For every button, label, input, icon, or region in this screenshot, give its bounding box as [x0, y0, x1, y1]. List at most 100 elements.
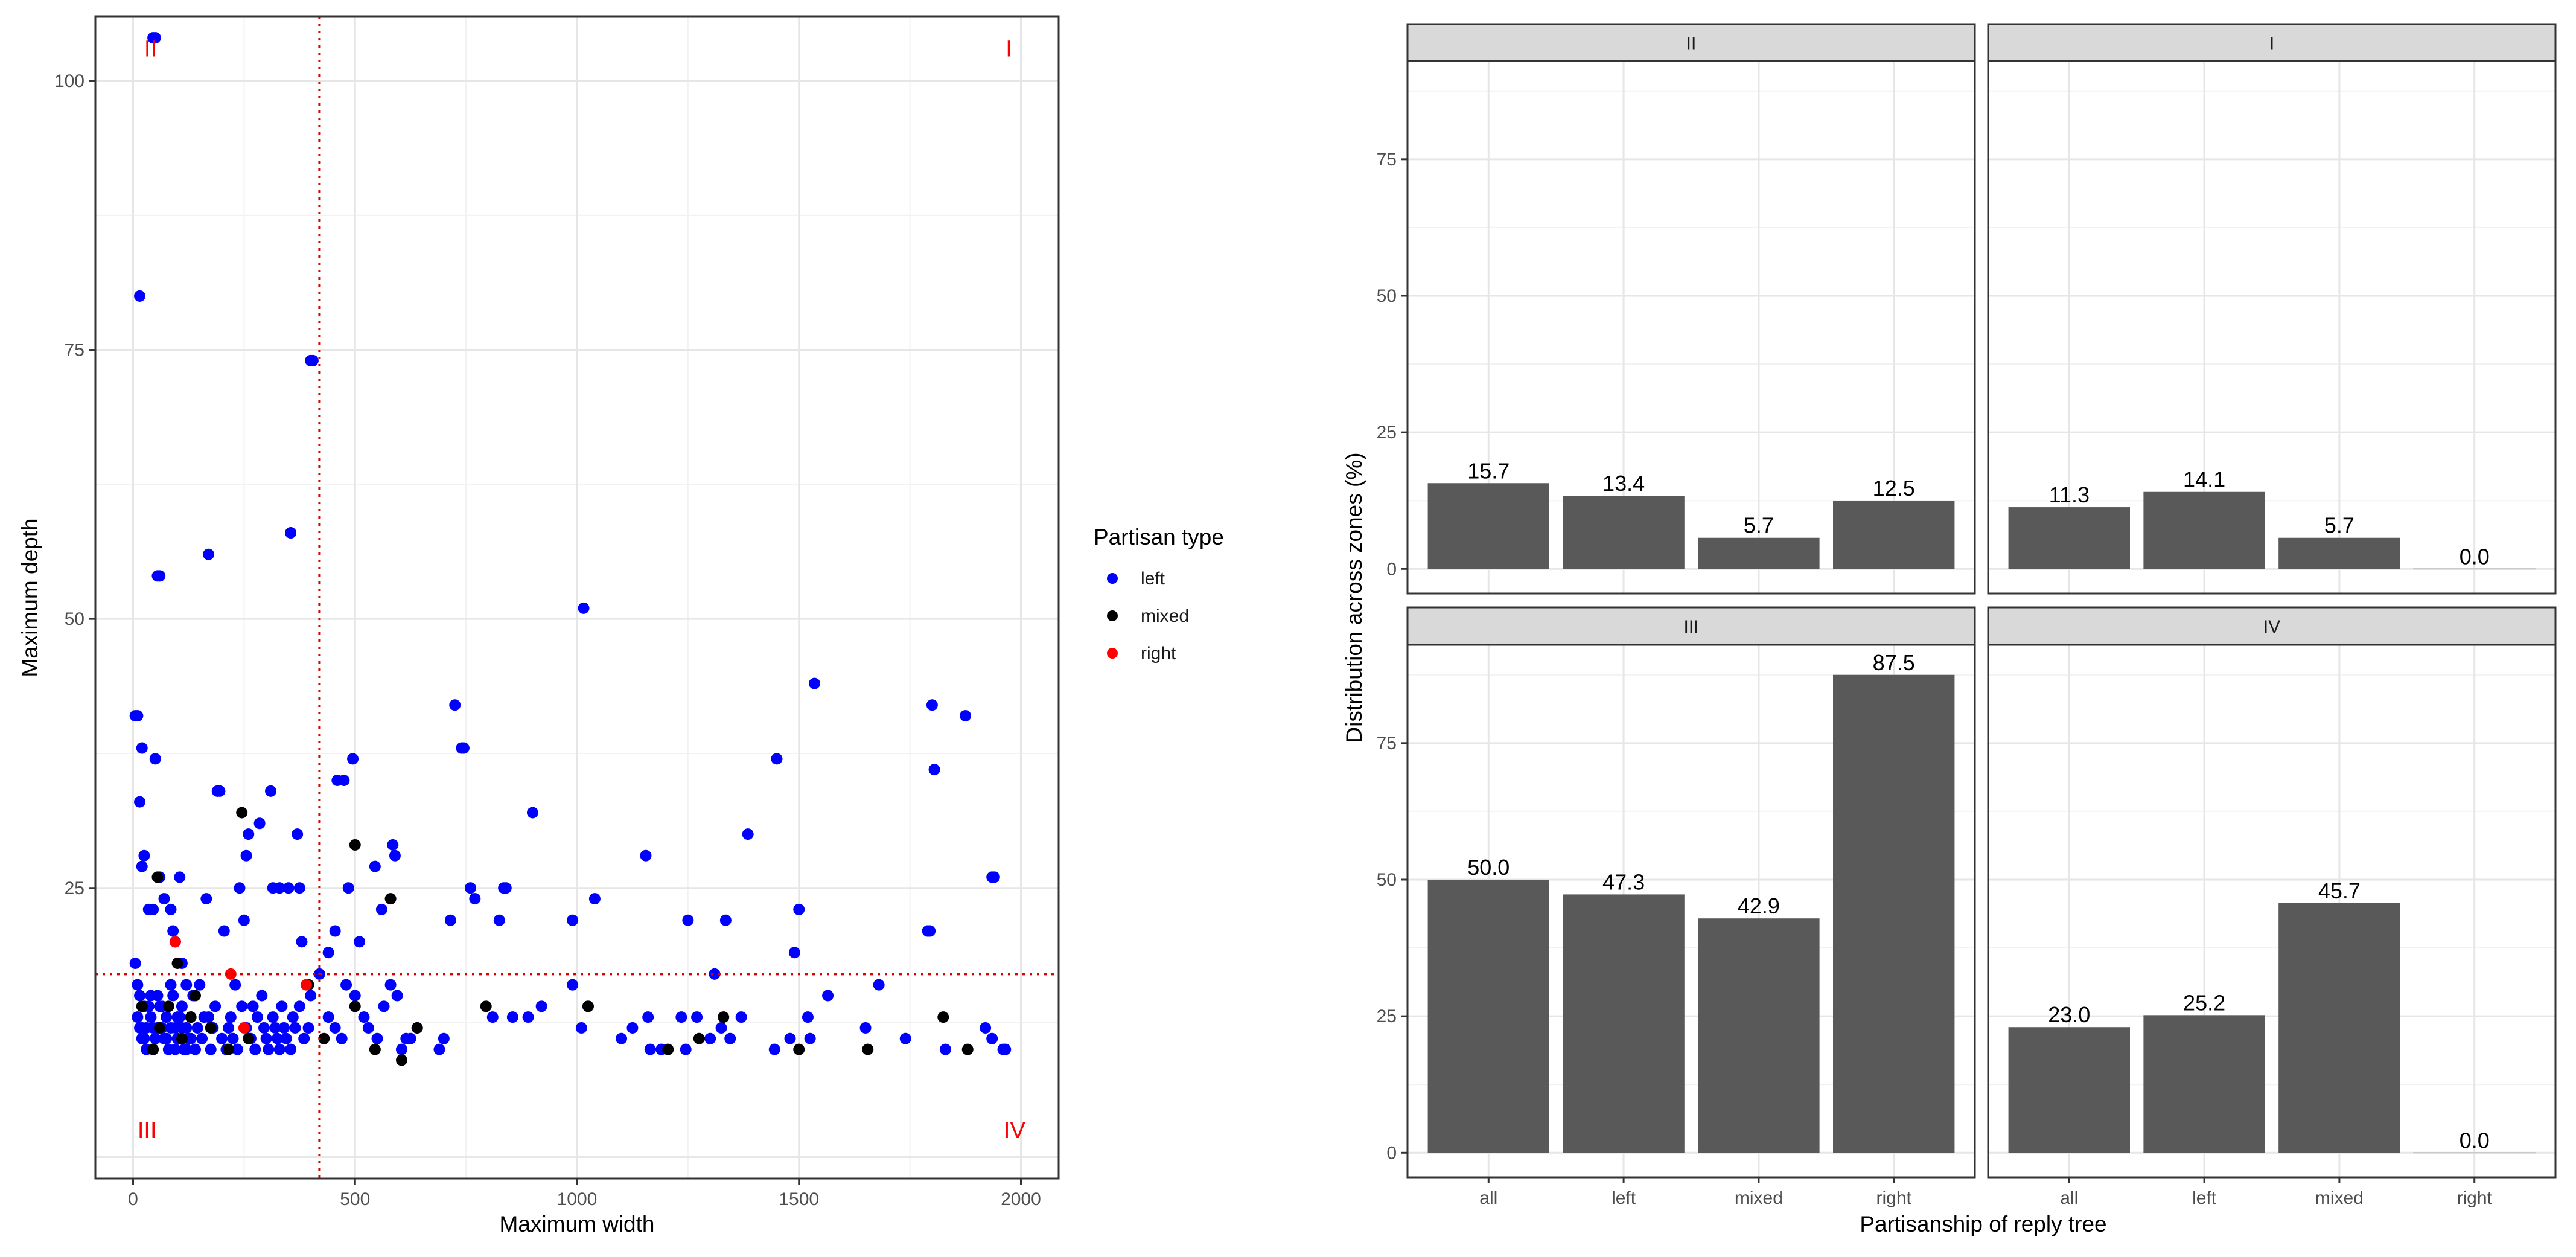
scatter-point-left: [768, 1043, 780, 1055]
scatter-point-left: [136, 1032, 148, 1044]
scatter-point-left: [231, 1043, 243, 1055]
scatter-point-left: [278, 1022, 290, 1034]
scatter-point-left: [788, 947, 800, 959]
scatter-point-left: [395, 1043, 407, 1055]
bar-all: [1427, 483, 1549, 569]
scatter-point-mixed: [223, 1043, 235, 1055]
scatter-point-left: [362, 1022, 374, 1034]
facet-panel-II: II 15.7 13.4 5.7 12.5 0 25 50 75: [1377, 23, 1976, 595]
scatter-point-left: [200, 893, 212, 905]
scatter-point-mixed: [384, 893, 397, 905]
scatter-point-mixed: [582, 1000, 594, 1012]
scatter-point-left: [804, 1032, 816, 1044]
scatter-point-left: [134, 990, 146, 1002]
scatter-point-left: [251, 1011, 263, 1023]
scatter-point-left: [165, 979, 177, 991]
facet-x-axis-title: Partisanship of reply tree: [1860, 1212, 2106, 1236]
bar-value-label: 42.9: [1738, 894, 1780, 918]
scatter-point-left: [132, 710, 144, 722]
scatter-point-mixed: [349, 839, 361, 851]
bar-value-label: 0.0: [2460, 1128, 2490, 1153]
scatter-point-right: [169, 936, 181, 948]
scatter-point-left: [149, 32, 161, 44]
facet-strip-label: I: [2269, 34, 2274, 54]
scatter-y-axis-title: Maximum depth: [18, 518, 42, 677]
scatter-point-left: [174, 871, 186, 883]
scatter-point-left: [742, 828, 754, 840]
legend-label-left: left: [1141, 569, 1165, 589]
scatter-point-left: [165, 903, 177, 915]
scatter-point-left: [285, 527, 297, 539]
y-tick-label: 25: [65, 878, 84, 898]
scatter-point-left: [928, 764, 940, 776]
quadrant-label: III: [138, 1118, 157, 1143]
scatter-point-left: [724, 1032, 736, 1044]
bar-mixed: [1698, 918, 1820, 1153]
scatter-point-left: [161, 1011, 173, 1023]
scatter-point-left: [272, 1032, 284, 1044]
scatter-point-left: [771, 753, 783, 765]
scatter-point-left: [296, 936, 308, 948]
x-tick-label: left: [2192, 1188, 2217, 1208]
scatter-point-left: [960, 710, 972, 722]
scatter-point-left: [322, 1011, 334, 1023]
bar-left: [1563, 894, 1685, 1153]
scatter-point-left: [132, 979, 144, 991]
scatter-point-left: [873, 979, 885, 991]
scatter-point-left: [243, 828, 255, 840]
scatter-point-left: [926, 699, 938, 711]
scatter-point-mixed: [937, 1011, 949, 1023]
facet-panel-border: [1987, 644, 2557, 1179]
scatter-point-left: [149, 1032, 161, 1044]
scatter-point-mixed: [136, 1000, 148, 1012]
x-tick-label: all: [1479, 1188, 1497, 1208]
scatter-point-left: [218, 925, 230, 937]
scatter-point-left: [404, 1032, 416, 1044]
scatter-point-left: [438, 1032, 450, 1044]
bar-mixed: [1698, 537, 1820, 569]
bar-value-label: 5.7: [2324, 513, 2354, 538]
scatter-x-axis-title: Maximum width: [500, 1212, 655, 1236]
scatter-point-left: [171, 1011, 183, 1023]
scatter-point-left: [161, 1032, 173, 1044]
scatter-point-left: [225, 1011, 237, 1023]
scatter-point-left: [136, 860, 148, 872]
scatter-point-left: [988, 871, 1000, 883]
facet-panel-I: I 11.3 14.1 5.7 0.0: [1987, 23, 2557, 595]
scatter-point-left: [134, 796, 146, 808]
scatter-point-left: [859, 1022, 872, 1034]
scatter-point-left: [342, 882, 354, 894]
bar-value-label: 25.2: [2183, 990, 2225, 1015]
scatter-point-left: [578, 602, 590, 614]
scatter-point-left: [626, 1022, 639, 1034]
scatter-point-left: [719, 914, 732, 926]
scatter-point-left: [198, 1011, 210, 1023]
scatter-point-mixed: [961, 1043, 974, 1055]
scatter-point-left: [493, 914, 505, 926]
scatter-point-left: [457, 742, 470, 754]
y-tick-label: 0: [1386, 559, 1397, 579]
scatter-point-left: [236, 1000, 248, 1012]
y-tick-label: 0: [1386, 1143, 1397, 1163]
scatter-point-mixed: [862, 1043, 874, 1055]
scatter-point-left: [189, 1043, 201, 1055]
scatter-point-left: [640, 849, 652, 862]
scatter-point-left: [167, 990, 179, 1002]
scatter-point-left: [354, 936, 366, 948]
scatter-point-mixed: [236, 807, 248, 819]
scatter-point-left: [784, 1032, 796, 1044]
scatter-point-left: [644, 1043, 656, 1055]
scatter-point-left: [214, 785, 226, 797]
quadrant-label: I: [1006, 36, 1012, 62]
facet-panel-III: III 50.0 47.3 42.9 87.5 0 25 50 75 all left mixed ri…: [1377, 606, 1976, 1208]
scatter-x-ticks: 0 500 1000 1500 2000: [128, 1179, 1041, 1209]
scatter-point-mixed: [185, 1011, 197, 1023]
scatter-point-left: [165, 1022, 177, 1034]
scatter-point-mixed: [411, 1022, 423, 1034]
y-tick-label: 75: [65, 341, 84, 360]
scatter-point-left: [347, 753, 359, 765]
scatter-point-mixed: [162, 1000, 174, 1012]
scatter-point-left: [258, 1022, 270, 1034]
bar-value-label: 0.0: [2460, 544, 2490, 569]
